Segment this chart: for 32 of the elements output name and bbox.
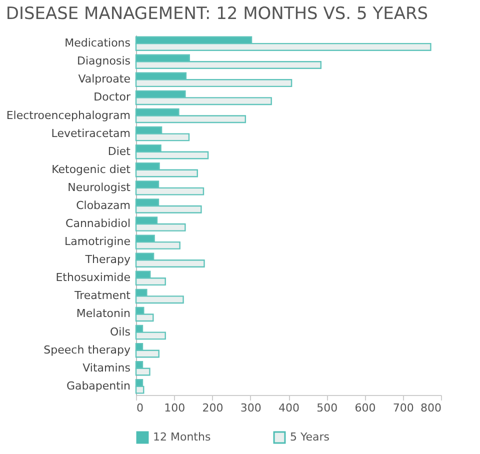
y-tick-label: Diagnosis (77, 54, 131, 68)
x-tick-label: 100 (164, 402, 186, 414)
x-tick-label: 500 (316, 402, 338, 414)
y-tick-label: Lamotrigine (64, 235, 131, 248)
y-tick-label: Neurologist (68, 180, 132, 194)
y-tick-label: Therapy (84, 253, 131, 266)
y-tick-label: Speech therapy (44, 343, 131, 356)
x-tick-label: 400 (278, 402, 300, 414)
y-tick-label: Diet (108, 144, 132, 158)
y-tick-label: Clobazam (76, 198, 130, 212)
y-tick-label: Cannabidiol (66, 217, 130, 230)
chart-title: DISEASE MANAGEMENT: 12 MONTHS VS. 5 YEARS (6, 4, 428, 24)
x-tick-label: 300 (240, 402, 262, 414)
y-tick-label: Doctor (94, 90, 131, 104)
y-tick-label: Valproate (78, 72, 131, 86)
y-tick-label: Medications (64, 36, 131, 50)
y-tick-label: Ketogenic diet (52, 162, 132, 176)
x-tick-label: 0 (136, 402, 144, 414)
y-tick-label: Treatment (74, 289, 132, 302)
x-tick-label: 800 (420, 402, 442, 414)
x-tick-label: 700 (392, 402, 414, 414)
x-tick-label: 200 (202, 402, 224, 414)
x-tick-label: 600 (354, 402, 376, 414)
y-tick-label: Oils (110, 325, 131, 338)
legend-label: 12 Months (153, 430, 211, 444)
y-tick-label: Ethosuximide (56, 271, 131, 284)
legend-label: 5 Years (290, 430, 330, 444)
y-tick-label: Melatonin (76, 307, 131, 320)
y-tick-label: Vitamins (82, 361, 131, 374)
y-tick-label: Levetiracetam (51, 126, 130, 140)
y-tick-label: Electroencephalogram (6, 108, 130, 122)
y-tick-label: Gabapentin (66, 379, 131, 392)
